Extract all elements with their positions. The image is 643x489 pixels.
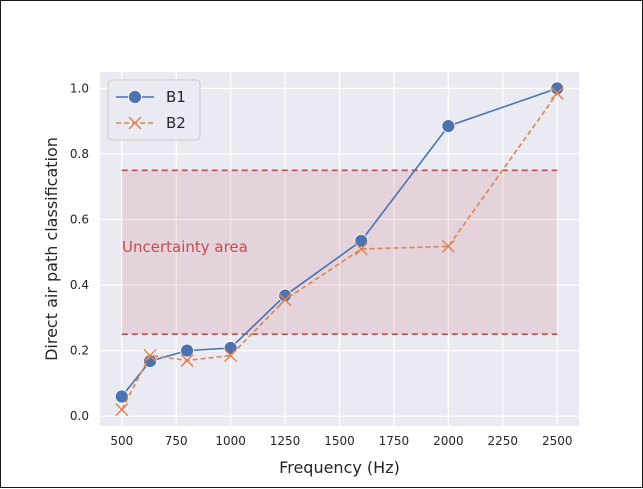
x-tick-label: 2250	[488, 434, 519, 448]
legend-marker	[128, 90, 142, 104]
data-point	[143, 348, 157, 363]
series-line	[121, 92, 558, 410]
data-point	[115, 403, 129, 417]
data-point	[354, 242, 368, 256]
x-tick-label: 1250	[270, 434, 301, 448]
data-point	[550, 86, 564, 100]
data-point	[180, 353, 194, 367]
y-tick-label: 0.2	[70, 344, 89, 358]
y-tick-label: 0.0	[70, 409, 89, 423]
data-point	[441, 119, 456, 133]
y-tick-labels: 0.0 0.2 0.4 0.6 0.8 1.0	[70, 81, 89, 423]
data-point	[114, 389, 129, 404]
uncertainty-band	[121, 169, 558, 336]
legend-item: B2	[116, 114, 186, 132]
uncertainty-label: Uncertainty area	[122, 238, 248, 256]
legend-item: B1	[116, 88, 186, 106]
y-tick-label: 1.0	[70, 81, 89, 95]
x-tick-label: 1500	[324, 434, 355, 448]
y-tick-label: 0.8	[70, 147, 89, 161]
data-point	[278, 293, 292, 307]
x-tick-label: 750	[165, 434, 188, 448]
x-tick-label: 1000	[215, 434, 246, 448]
series-b2	[115, 86, 564, 417]
y-tick-label: 0.6	[70, 213, 89, 227]
x-tick-label: 1750	[379, 434, 410, 448]
data-point	[180, 343, 194, 358]
grid	[100, 72, 579, 426]
data-point	[223, 341, 238, 355]
legend-label: B2	[166, 114, 186, 132]
data-point	[224, 348, 238, 363]
y-axis-label: Direct air path classification	[42, 137, 61, 361]
data-point	[354, 233, 369, 248]
x-axis-label: Frequency (Hz)	[279, 458, 400, 477]
x-tick-label: 2000	[433, 434, 464, 448]
x-tick-label: 500	[110, 434, 133, 448]
legend-marker	[128, 116, 142, 130]
y-tick-label: 0.4	[70, 278, 89, 292]
data-point	[550, 81, 565, 96]
legend-label: B1	[166, 88, 186, 106]
legend-box	[107, 79, 201, 141]
data-point	[441, 239, 455, 253]
x-tick-label: 2500	[542, 434, 573, 448]
series-layer	[114, 81, 565, 417]
uncertainty-fill	[121, 170, 558, 335]
x-tick-labels: 500 750 1000 1250 1500 1750 2000 2250 2500	[110, 434, 572, 448]
